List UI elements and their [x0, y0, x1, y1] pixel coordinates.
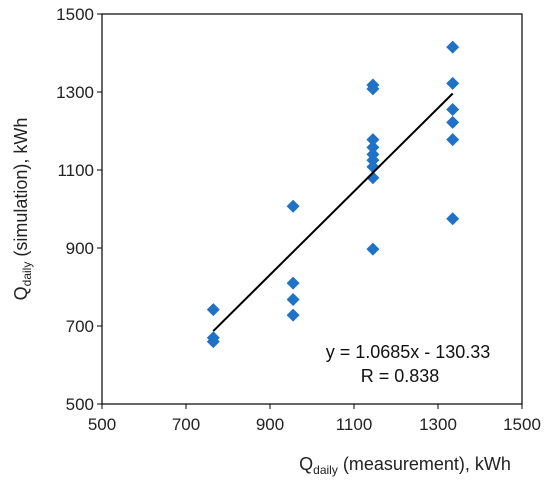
x-axis-title-main: Q — [299, 454, 313, 474]
data-point — [286, 199, 300, 213]
data-point — [286, 276, 300, 290]
x-tick-label: 500 — [88, 415, 116, 434]
data-point — [286, 308, 300, 322]
data-point — [206, 335, 220, 349]
data-point — [446, 76, 460, 90]
data-point — [446, 133, 460, 147]
y-axis-title-rest: (simulation), kWh — [11, 118, 31, 262]
x-axis-title-subscript: daily — [313, 463, 338, 477]
data-point — [366, 140, 380, 154]
data-point — [446, 103, 460, 117]
y-axis-ticks: 500 700 900 1100 1300 1500 — [56, 5, 102, 414]
x-tick-label: 1500 — [503, 415, 541, 434]
data-point — [446, 115, 460, 129]
annotation-r-value: R = 0.838 — [361, 366, 440, 386]
y-tick-label: 700 — [66, 317, 94, 336]
x-tick-label: 700 — [172, 415, 200, 434]
data-point — [446, 40, 460, 54]
x-tick-label: 900 — [256, 415, 284, 434]
data-point — [366, 153, 380, 167]
y-axis-title: Qdaily (simulation), kWh — [11, 118, 34, 301]
data-points — [206, 40, 460, 349]
y-tick-label: 900 — [66, 239, 94, 258]
x-tick-label: 1300 — [419, 415, 457, 434]
y-tick-label: 1500 — [56, 5, 94, 24]
x-axis-ticks: 500 700 900 1100 1300 1500 — [88, 404, 541, 434]
trend-line — [212, 92, 454, 332]
data-point — [446, 212, 460, 226]
x-axis-title-rest: (measurement), kWh — [338, 454, 511, 474]
data-point — [366, 82, 380, 96]
data-point — [286, 292, 300, 306]
data-point — [366, 133, 380, 147]
y-tick-label: 1300 — [56, 83, 94, 102]
x-tick-label: 1100 — [336, 415, 373, 434]
y-tick-label: 500 — [66, 395, 94, 414]
data-point — [206, 303, 220, 317]
y-tick-label: 1100 — [57, 161, 94, 180]
x-axis-title: Qdaily (measurement), kWh — [299, 454, 511, 477]
annotation-equation: y = 1.0685x - 130.33 — [326, 342, 491, 362]
y-axis-title-main: Q — [11, 286, 31, 300]
y-axis-title-subscript: daily — [20, 262, 34, 287]
data-point — [366, 242, 380, 256]
